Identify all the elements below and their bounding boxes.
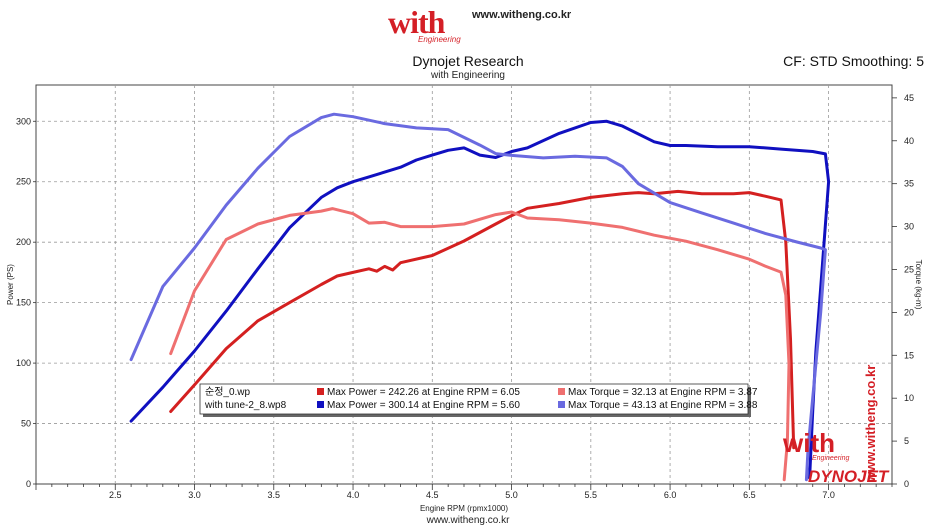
y2-tick-label: 10 (904, 393, 914, 403)
x-axis-title: Engine RPM (rpmx1000) (420, 504, 508, 513)
y2-tick-label: 25 (904, 264, 914, 274)
x-tick-label: 4.5 (426, 490, 439, 500)
y2-tick-label: 45 (904, 93, 914, 103)
y2-tick-label: 5 (904, 436, 909, 446)
chart-subtitle: with Engineering (431, 70, 505, 81)
legend-torque-text: Max Torque = 43.13 at Engine RPM = 3.88 (568, 400, 758, 411)
y2-tick-label: 0 (904, 479, 909, 489)
x-tick-label: 5.0 (505, 490, 518, 500)
y-tick-label: 50 (21, 419, 31, 429)
y-tick-label: 100 (16, 358, 31, 368)
y2-tick-label: 20 (904, 307, 914, 317)
legend-torque-swatch (558, 401, 565, 408)
watermark-dynojet: DYNOJET (808, 467, 890, 486)
y2-tick-label: 15 (904, 350, 914, 360)
legend-power-swatch (317, 401, 324, 408)
legend-torque-text: Max Torque = 32.13 at Engine RPM = 3.87 (568, 387, 758, 398)
x-tick-label: 4.0 (347, 490, 360, 500)
y2-tick-label: 40 (904, 136, 914, 146)
footer-url: www.witheng.co.kr (426, 515, 510, 526)
chart-title: Dynojet Research (412, 53, 524, 69)
x-tick-label: 7.0 (822, 490, 835, 500)
y-tick-label: 200 (16, 237, 31, 247)
legend-torque-swatch (558, 388, 565, 395)
y-tick-label: 250 (16, 177, 31, 187)
y2-tick-label: 30 (904, 222, 914, 232)
watermark-logo-sub: Engineering (812, 455, 849, 462)
y-axis-title: Power (PS) (6, 264, 15, 305)
watermark-url: www.witheng.co.kr (863, 365, 878, 483)
series-line-3 (129, 112, 827, 482)
x-tick-label: 5.5 (585, 490, 598, 500)
x-tick-label: 2.5 (109, 490, 122, 500)
series-line-1 (129, 119, 831, 480)
y-tick-label: 150 (16, 298, 31, 308)
legend-power-text: Max Power = 242.26 at Engine RPM = 6.05 (327, 387, 520, 398)
x-tick-label: 6.5 (743, 490, 756, 500)
watermark-with-logo: with (782, 428, 835, 458)
series-line-2 (169, 207, 791, 482)
y-tick-label: 300 (16, 116, 31, 126)
y2-axis-title: Torque (kg-m) (914, 260, 923, 310)
y2-tick-label: 35 (904, 179, 914, 189)
header-url: www.witheng.co.kr (472, 9, 572, 21)
with-logo: with (388, 4, 445, 40)
x-tick-label: 6.0 (664, 490, 677, 500)
x-tick-label: 3.5 (268, 490, 281, 500)
series-line-0 (169, 189, 796, 450)
legend-run-file: with tune-2_8.wp8 (204, 400, 287, 411)
with-logo-subtitle: Engineering (418, 35, 461, 44)
legend-power-text: Max Power = 300.14 at Engine RPM = 5.60 (327, 400, 520, 411)
correction-factor-label: CF: STD Smoothing: 5 (783, 53, 924, 69)
legend-run-file: 순정_0.wp (205, 386, 251, 398)
y-tick-label: 0 (26, 479, 31, 489)
legend-power-swatch (317, 388, 324, 395)
legend-box (199, 383, 749, 415)
x-tick-label: 3.0 (188, 490, 201, 500)
